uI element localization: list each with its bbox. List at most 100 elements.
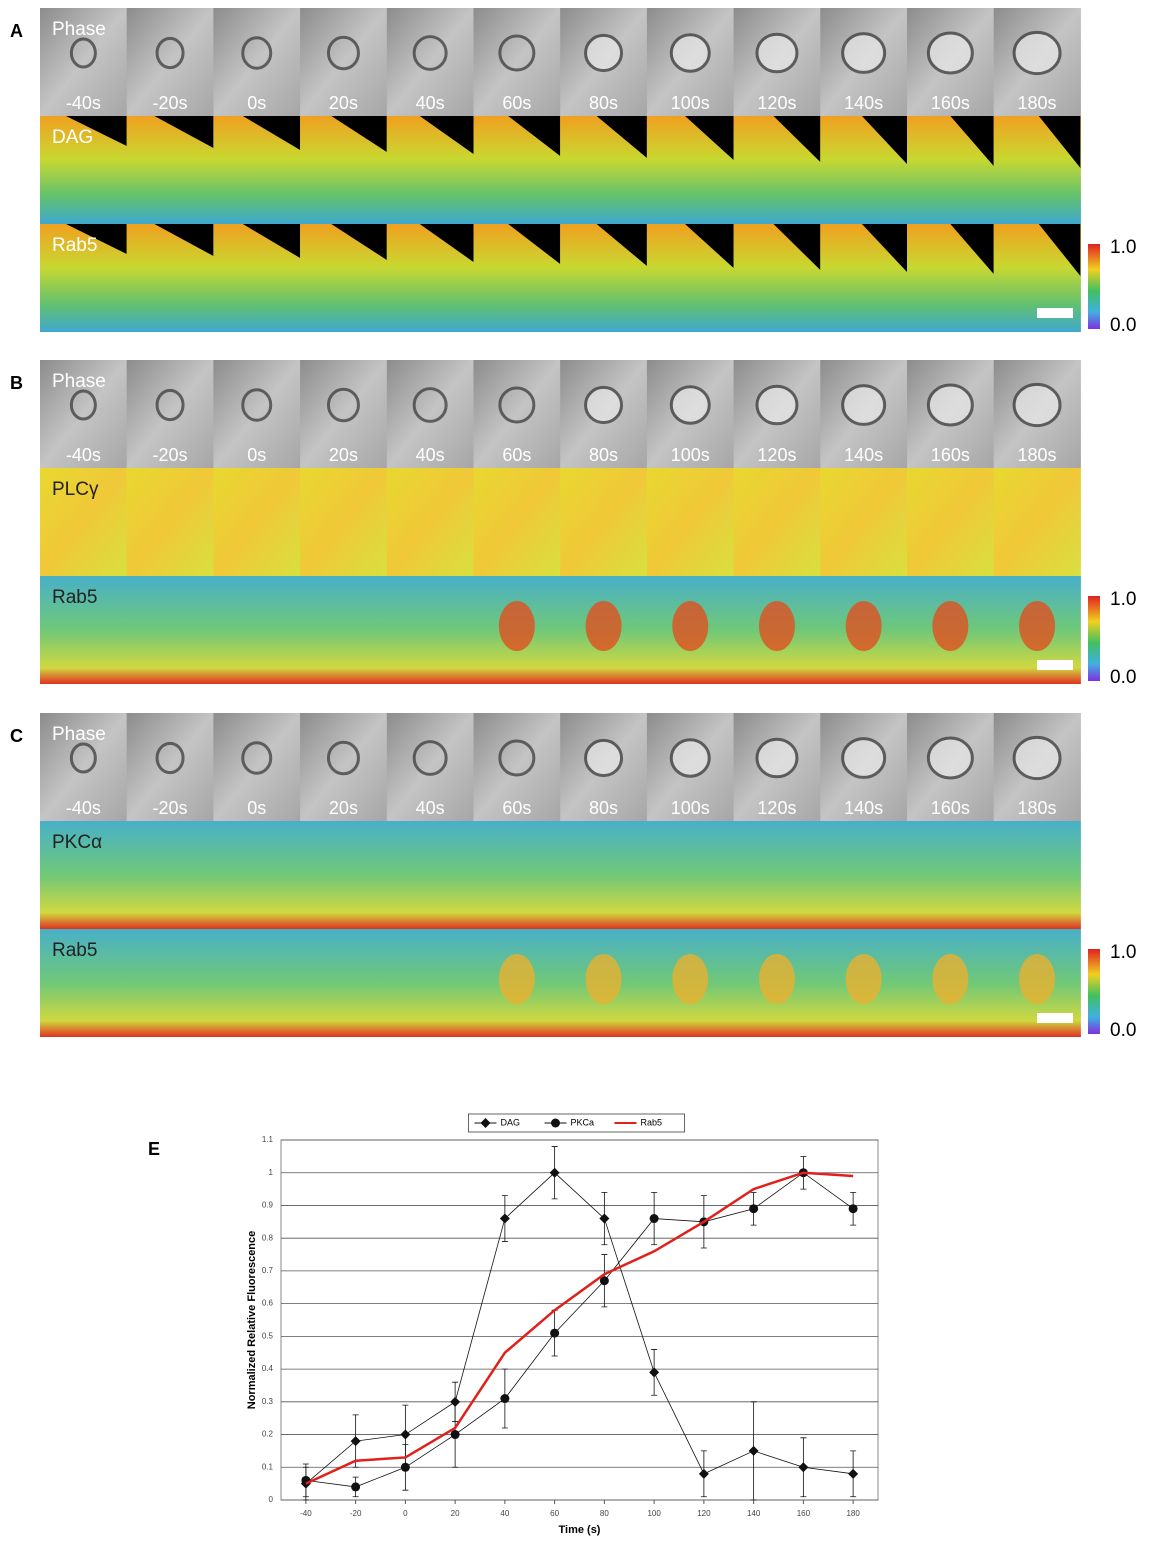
x-tick-label: 160 [797,1509,811,1518]
series-line [305,1171,854,1485]
panel-label: A [10,21,23,41]
time-label: 120s [757,445,796,465]
cell-outline [69,37,97,69]
rab5-spot [932,954,969,1004]
legend-label: Rab5 [641,1117,663,1127]
time-label: 60s [502,798,531,818]
time-label: 180s [1018,93,1057,113]
y-axis-title: Normalized Relative Fluorescence [246,1231,258,1410]
x-tick-label: 180 [846,1509,860,1518]
diamond-marker [549,1167,560,1178]
time-label: 140s [844,798,883,818]
time-label: 80s [589,798,618,818]
diamond-marker [480,1118,491,1128]
image-cell [126,713,214,821]
background-mask [685,224,734,268]
image-cell [40,576,128,684]
rab5-spot [498,954,535,1004]
image-cell [473,8,561,116]
image-cell [126,360,214,468]
y-tick-label: 1 [269,1168,274,1177]
image-cell [386,929,474,1037]
image-cell [300,929,388,1037]
time-label: 60s [502,445,531,465]
panel-label: C [10,726,23,746]
image-cell [40,821,128,929]
time-label: 180s [1018,798,1057,818]
diamond-marker [698,1468,709,1479]
image-cell [386,360,474,468]
time-label: 40s [416,93,445,113]
time-label: 0s [247,798,266,818]
cell-outline [669,385,711,425]
row-label: DAG [52,127,93,148]
row-label: Phase [52,371,106,392]
row-label: Rab5 [52,235,97,256]
row-label: Rab5 [52,940,97,961]
colorbar-label: 0.0 [1110,315,1136,336]
image-cell [993,821,1081,929]
cell-outline [669,738,711,778]
cell-outline [241,36,273,70]
cell-outline [412,35,448,71]
image-cell [993,468,1081,576]
cell-outline [155,388,185,422]
y-tick-label: 0.4 [262,1364,274,1373]
cell-outline [241,388,273,422]
rab5-spot [932,601,969,651]
circle-marker [649,1214,659,1224]
cell-outline [498,739,536,777]
image-cell [820,821,908,929]
series-line [305,1172,854,1484]
image-cell [386,8,474,116]
plot-area [280,1139,879,1501]
y-tick-label: 0.9 [262,1201,274,1210]
chart-label: E [148,1139,160,1159]
diamond-marker [748,1445,759,1456]
time-label: 160s [931,93,970,113]
cell-outline [241,741,273,775]
rab5-spot [758,601,795,651]
y-tick-label: 1.1 [262,1135,274,1144]
y-tick-label: 0.6 [262,1299,274,1308]
cell-outline [669,33,711,73]
background-mask [419,116,474,154]
time-label: 60s [502,93,531,113]
x-axis-title: Time (s) [559,1524,601,1536]
legend-label: DAG [501,1117,521,1127]
scale-bar [1037,1013,1073,1023]
cell-outline [1012,382,1062,428]
background-mask [685,116,734,160]
image-cell [646,468,735,576]
time-label: -20s [153,445,188,465]
image-cell [386,468,474,576]
x-tick-label: 140 [747,1509,761,1518]
background-mask [508,116,561,156]
time-label: 100s [671,445,710,465]
colorbar [1088,949,1100,1034]
diamond-marker [798,1462,809,1473]
cell-outline [326,35,360,71]
background-mask [1038,116,1081,168]
x-tick-label: 100 [647,1509,661,1518]
row-label: Phase [52,19,106,40]
background-mask [950,224,994,274]
time-label: 0s [247,93,266,113]
y-tick-label: 0.7 [262,1266,274,1275]
cell-outline [755,32,799,74]
colorbar-label: 1.0 [1110,942,1136,963]
time-label: -20s [153,798,188,818]
image-cell [733,821,821,929]
cell-outline [69,742,97,774]
circle-marker [500,1394,510,1404]
legend-label: PKCa [571,1117,595,1127]
panel-label: B [10,373,23,393]
cell-outline [584,33,624,73]
image-cell [213,360,301,468]
x-tick-label: -20 [350,1509,362,1518]
circle-marker [551,1118,560,1128]
cell-outline [841,384,887,426]
cell-outline [841,32,887,74]
cell-outline [155,741,185,775]
time-label: -40s [66,798,101,818]
